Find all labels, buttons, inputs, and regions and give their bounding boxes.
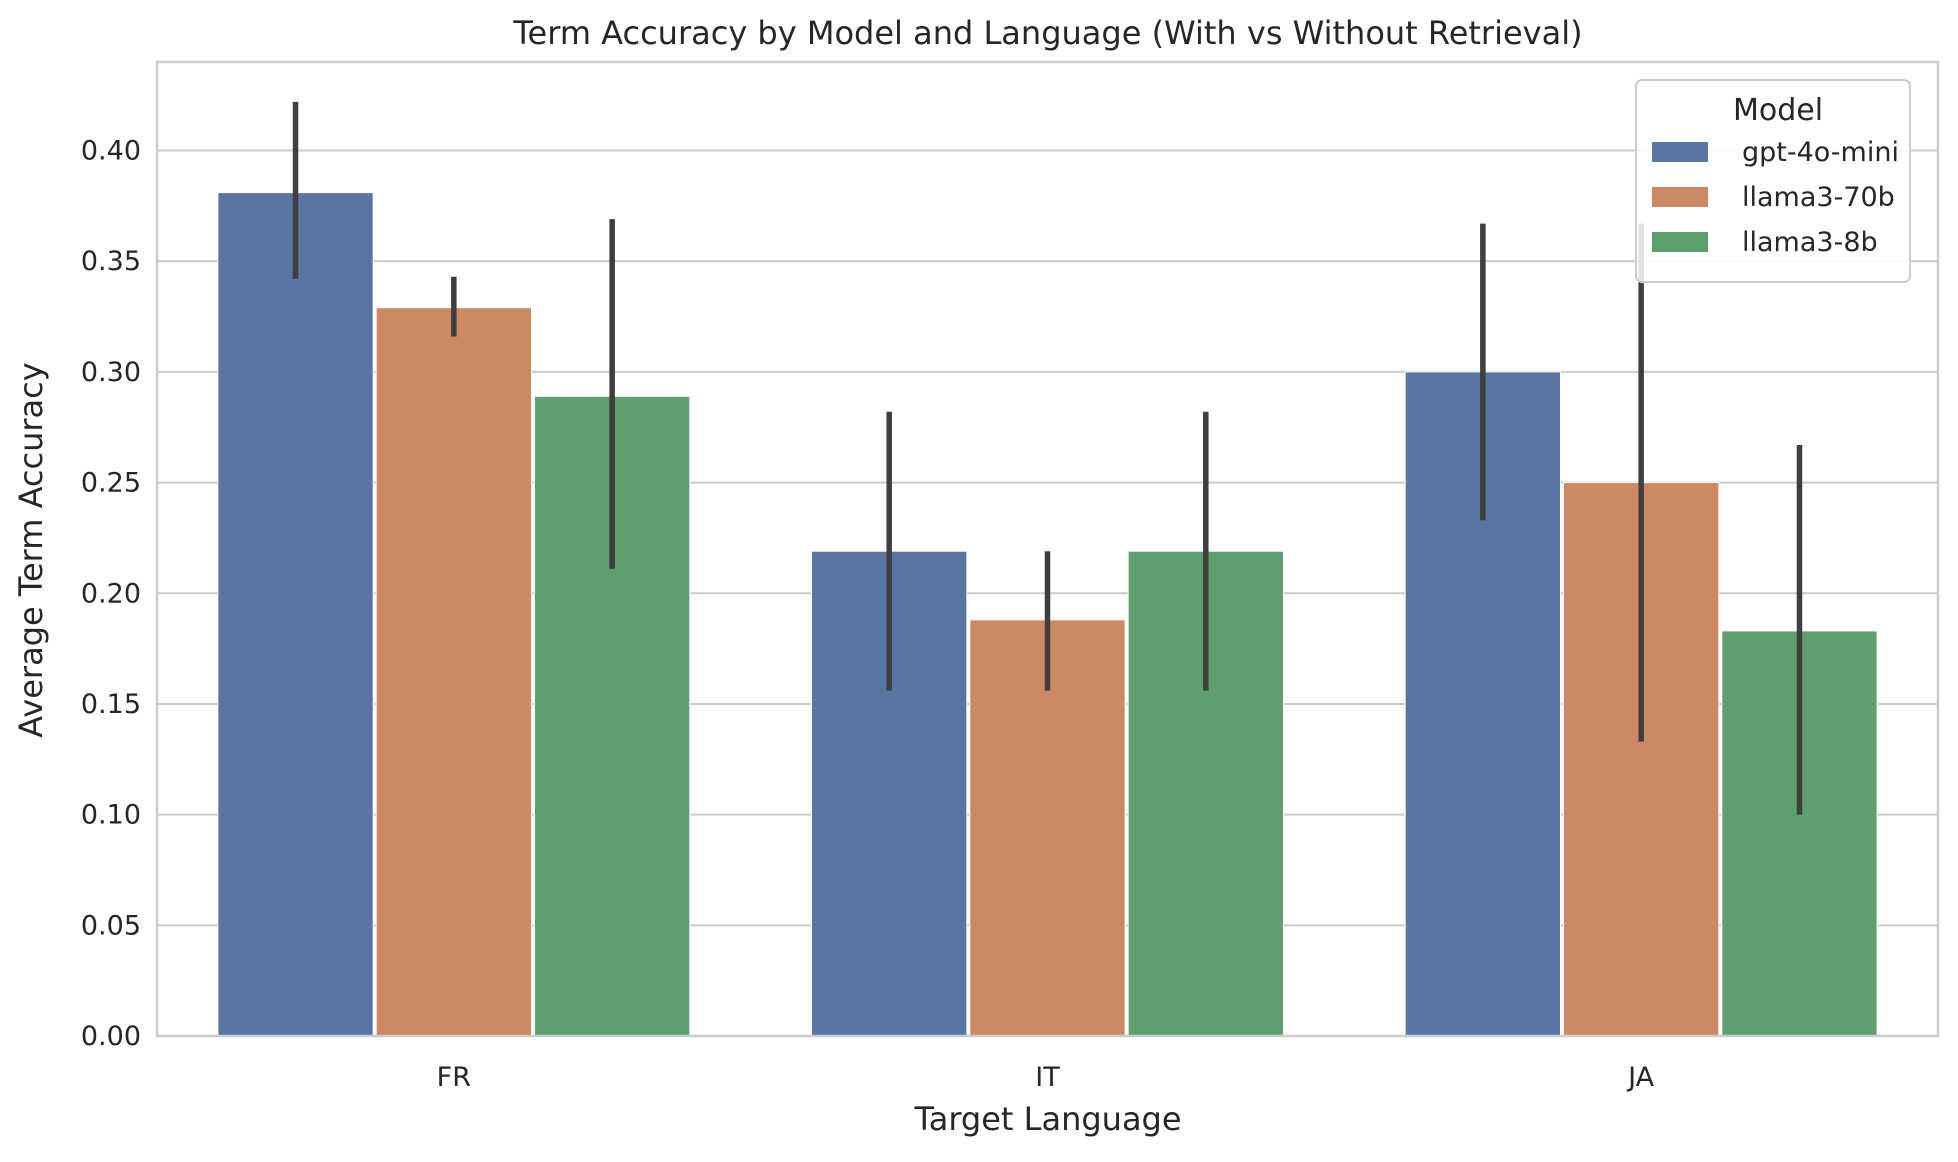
legend-label-llama3-70b: llama3-70b xyxy=(1742,182,1895,213)
legend-items: gpt-4o-mini llama3-70b llama3-8b xyxy=(1652,137,1899,258)
x-tick-label: JA xyxy=(1626,1062,1654,1093)
x-tick-label: IT xyxy=(1035,1062,1060,1093)
legend-label-gpt-4o-mini: gpt-4o-mini xyxy=(1742,137,1899,168)
y-tick-labels: 0.00 0.05 0.10 0.15 0.20 0.25 0.30 0.35 0.40 xyxy=(81,136,141,1052)
y-tick-label: 0.05 xyxy=(81,910,141,941)
x-tick-label: FR xyxy=(437,1062,471,1093)
legend-swatch-llama3-70b xyxy=(1652,187,1708,207)
y-axis-label: Average Term Accuracy xyxy=(12,362,50,737)
legend-frame xyxy=(1635,79,1911,283)
chart-title: Term Accuracy by Model and Language (Wit… xyxy=(512,14,1582,52)
bar-gpt-4o-mini xyxy=(217,192,374,1037)
bar-llama3-70b xyxy=(375,307,532,1037)
error-bars xyxy=(292,101,1803,815)
legend-swatch-llama3-8b xyxy=(1652,232,1708,252)
y-tick-label: 0.00 xyxy=(81,1021,141,1052)
plot-frame xyxy=(155,60,1940,1038)
y-tick-label: 0.40 xyxy=(81,136,141,167)
x-axis-label: Target Language xyxy=(913,1100,1181,1138)
y-tick-label: 0.15 xyxy=(81,689,141,720)
y-tick-label: 0.10 xyxy=(81,800,141,831)
x-tick-labels: FR IT JA xyxy=(437,1062,1655,1093)
legend: Model gpt-4o-mini llama3-70b llama3-8b xyxy=(1635,79,1911,283)
legend-swatch-gpt-4o-mini xyxy=(1652,142,1708,162)
y-tick-label: 0.25 xyxy=(81,468,141,499)
y-tick-label: 0.30 xyxy=(81,357,141,388)
legend-label-llama3-8b: llama3-8b xyxy=(1742,227,1878,258)
y-tick-label: 0.20 xyxy=(81,578,141,609)
legend-title: Model xyxy=(1733,93,1823,128)
y-tick-label: 0.35 xyxy=(81,246,141,277)
